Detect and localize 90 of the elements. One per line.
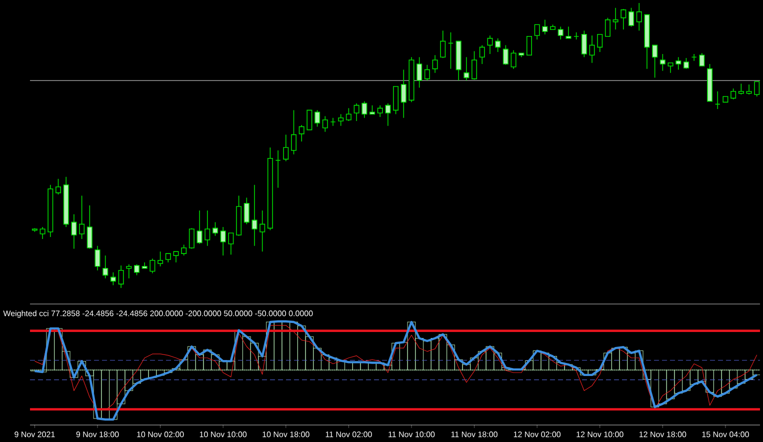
candlestick — [754, 81, 760, 97]
x-tick-label: 12 Nov 18:00 — [639, 432, 686, 438]
candlestick — [487, 35, 493, 54]
candlestick — [40, 226, 46, 240]
candlestick — [228, 232, 234, 256]
candlestick — [510, 50, 516, 70]
x-tick-label: 11 Nov 10:00 — [388, 432, 435, 438]
x-tick-label: 10 Nov 10:00 — [200, 432, 247, 438]
candlestick — [110, 272, 116, 286]
candlestick — [652, 44, 658, 78]
candlestick — [448, 32, 454, 70]
candlestick — [464, 56, 470, 81]
candlestick — [495, 38, 501, 52]
candlestick — [338, 114, 344, 126]
candlestick — [440, 30, 446, 58]
candlestick — [660, 54, 666, 72]
candlestick — [385, 102, 391, 126]
candlestick — [472, 50, 478, 80]
candlestick — [330, 117, 336, 126]
candlestick — [94, 245, 100, 271]
x-tick-label: 11 Nov 18:00 — [451, 432, 498, 438]
candlestick — [542, 19, 548, 35]
candlestick — [746, 84, 752, 95]
x-tick-label: 11 Nov 02:00 — [326, 432, 372, 438]
candlestick — [150, 258, 156, 274]
candlestick — [362, 100, 368, 118]
candlestick — [566, 26, 572, 39]
candlestick — [620, 8, 626, 30]
candlestick — [252, 184, 258, 246]
candlestick — [597, 34, 603, 52]
candlestick — [526, 36, 532, 56]
x-tick-label: 9 Nov 2021 — [14, 432, 55, 438]
candlestick — [354, 102, 360, 122]
candlestick — [612, 7, 618, 30]
candlestick — [220, 226, 226, 256]
candlestick — [314, 110, 320, 128]
x-tick-label: 9 Nov 18:00 — [76, 432, 119, 438]
x-tick-label: 10 Nov 02:00 — [137, 432, 184, 438]
candlestick — [558, 26, 564, 40]
candlestick — [589, 35, 595, 64]
candlestick — [676, 56, 682, 70]
candlestick — [346, 108, 352, 122]
candlestick — [636, 2, 642, 32]
candlestick — [275, 150, 281, 188]
x-tick-label: 10 Nov 18:00 — [262, 432, 310, 438]
candlestick — [56, 178, 62, 195]
candlestick — [306, 110, 312, 130]
candlestick — [134, 264, 140, 276]
candlestick — [416, 56, 422, 88]
candlestick — [86, 204, 92, 250]
candlestick — [196, 210, 202, 244]
candlestick — [628, 7, 634, 28]
candlestick — [714, 90, 720, 110]
candlestick — [290, 110, 296, 155]
candlestick — [738, 83, 744, 95]
candlestick — [298, 124, 304, 142]
candlestick — [479, 44, 485, 64]
candlestick — [730, 88, 736, 100]
candlestick — [377, 104, 383, 118]
x-tick-label: 12 Nov 10:00 — [576, 432, 624, 438]
candlestick — [699, 52, 705, 66]
candlestick — [283, 134, 289, 162]
candlestick — [181, 244, 187, 256]
candlestick — [322, 116, 328, 132]
candlestick — [393, 86, 399, 115]
candlestick — [683, 58, 689, 70]
x-tick-label: 12 Nov 02:00 — [514, 432, 561, 438]
candlestick — [400, 69, 406, 118]
candlestick — [204, 210, 210, 246]
candlestick — [604, 17, 610, 37]
candlestick — [79, 195, 85, 240]
chart-title: Weighted cci 77.2858 -24.4856 -24.4856 200.0000 -200.0000 50.0000 -50.0000 0.0000 — [3, 310, 313, 318]
candlestick — [432, 54, 438, 74]
candlestick — [71, 214, 77, 250]
candlestick — [212, 222, 218, 236]
candlestick — [188, 228, 194, 250]
candlestick — [126, 264, 132, 279]
candlestick — [102, 255, 108, 279]
candlestick — [668, 62, 674, 74]
candlestick — [581, 30, 587, 58]
x-tick-label: 15 Nov 04:00 — [702, 432, 749, 438]
candlestick — [158, 251, 164, 267]
candlestick — [173, 251, 179, 263]
candlestick — [502, 44, 508, 66]
candlestick — [118, 265, 124, 288]
candlestick — [691, 54, 697, 62]
candlestick — [534, 24, 540, 40]
candlestick — [260, 210, 266, 252]
candlestick — [244, 197, 250, 225]
candlestick — [424, 64, 430, 81]
